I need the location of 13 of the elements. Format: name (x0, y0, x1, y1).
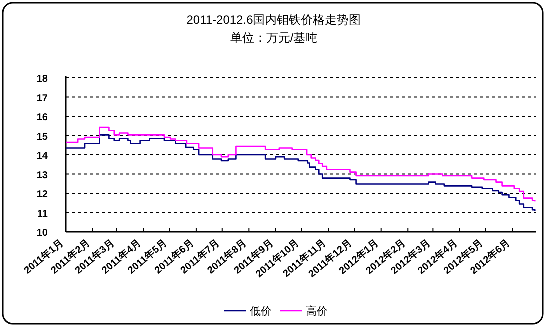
chart-title: 2011-2012.6国内钼铁价格走势图 (186, 13, 362, 27)
y-tick-label: 11 (37, 208, 48, 220)
chart-subtitle: 单位：万元/基吨 (230, 31, 318, 45)
y-tick-label: 17 (36, 93, 48, 104)
y-tick-label: 14 (36, 151, 48, 162)
y-tick-label: 18 (36, 74, 48, 85)
y-tick-label: 13 (36, 170, 48, 182)
y-tick-label: 12 (36, 190, 48, 200)
legend-label: 低价 (250, 306, 272, 318)
y-tick-label: 15 (36, 132, 48, 143)
y-tick-label: 10 (36, 228, 48, 239)
legend-label: 高价 (306, 305, 328, 318)
y-tick-label: 16 (36, 112, 48, 124)
